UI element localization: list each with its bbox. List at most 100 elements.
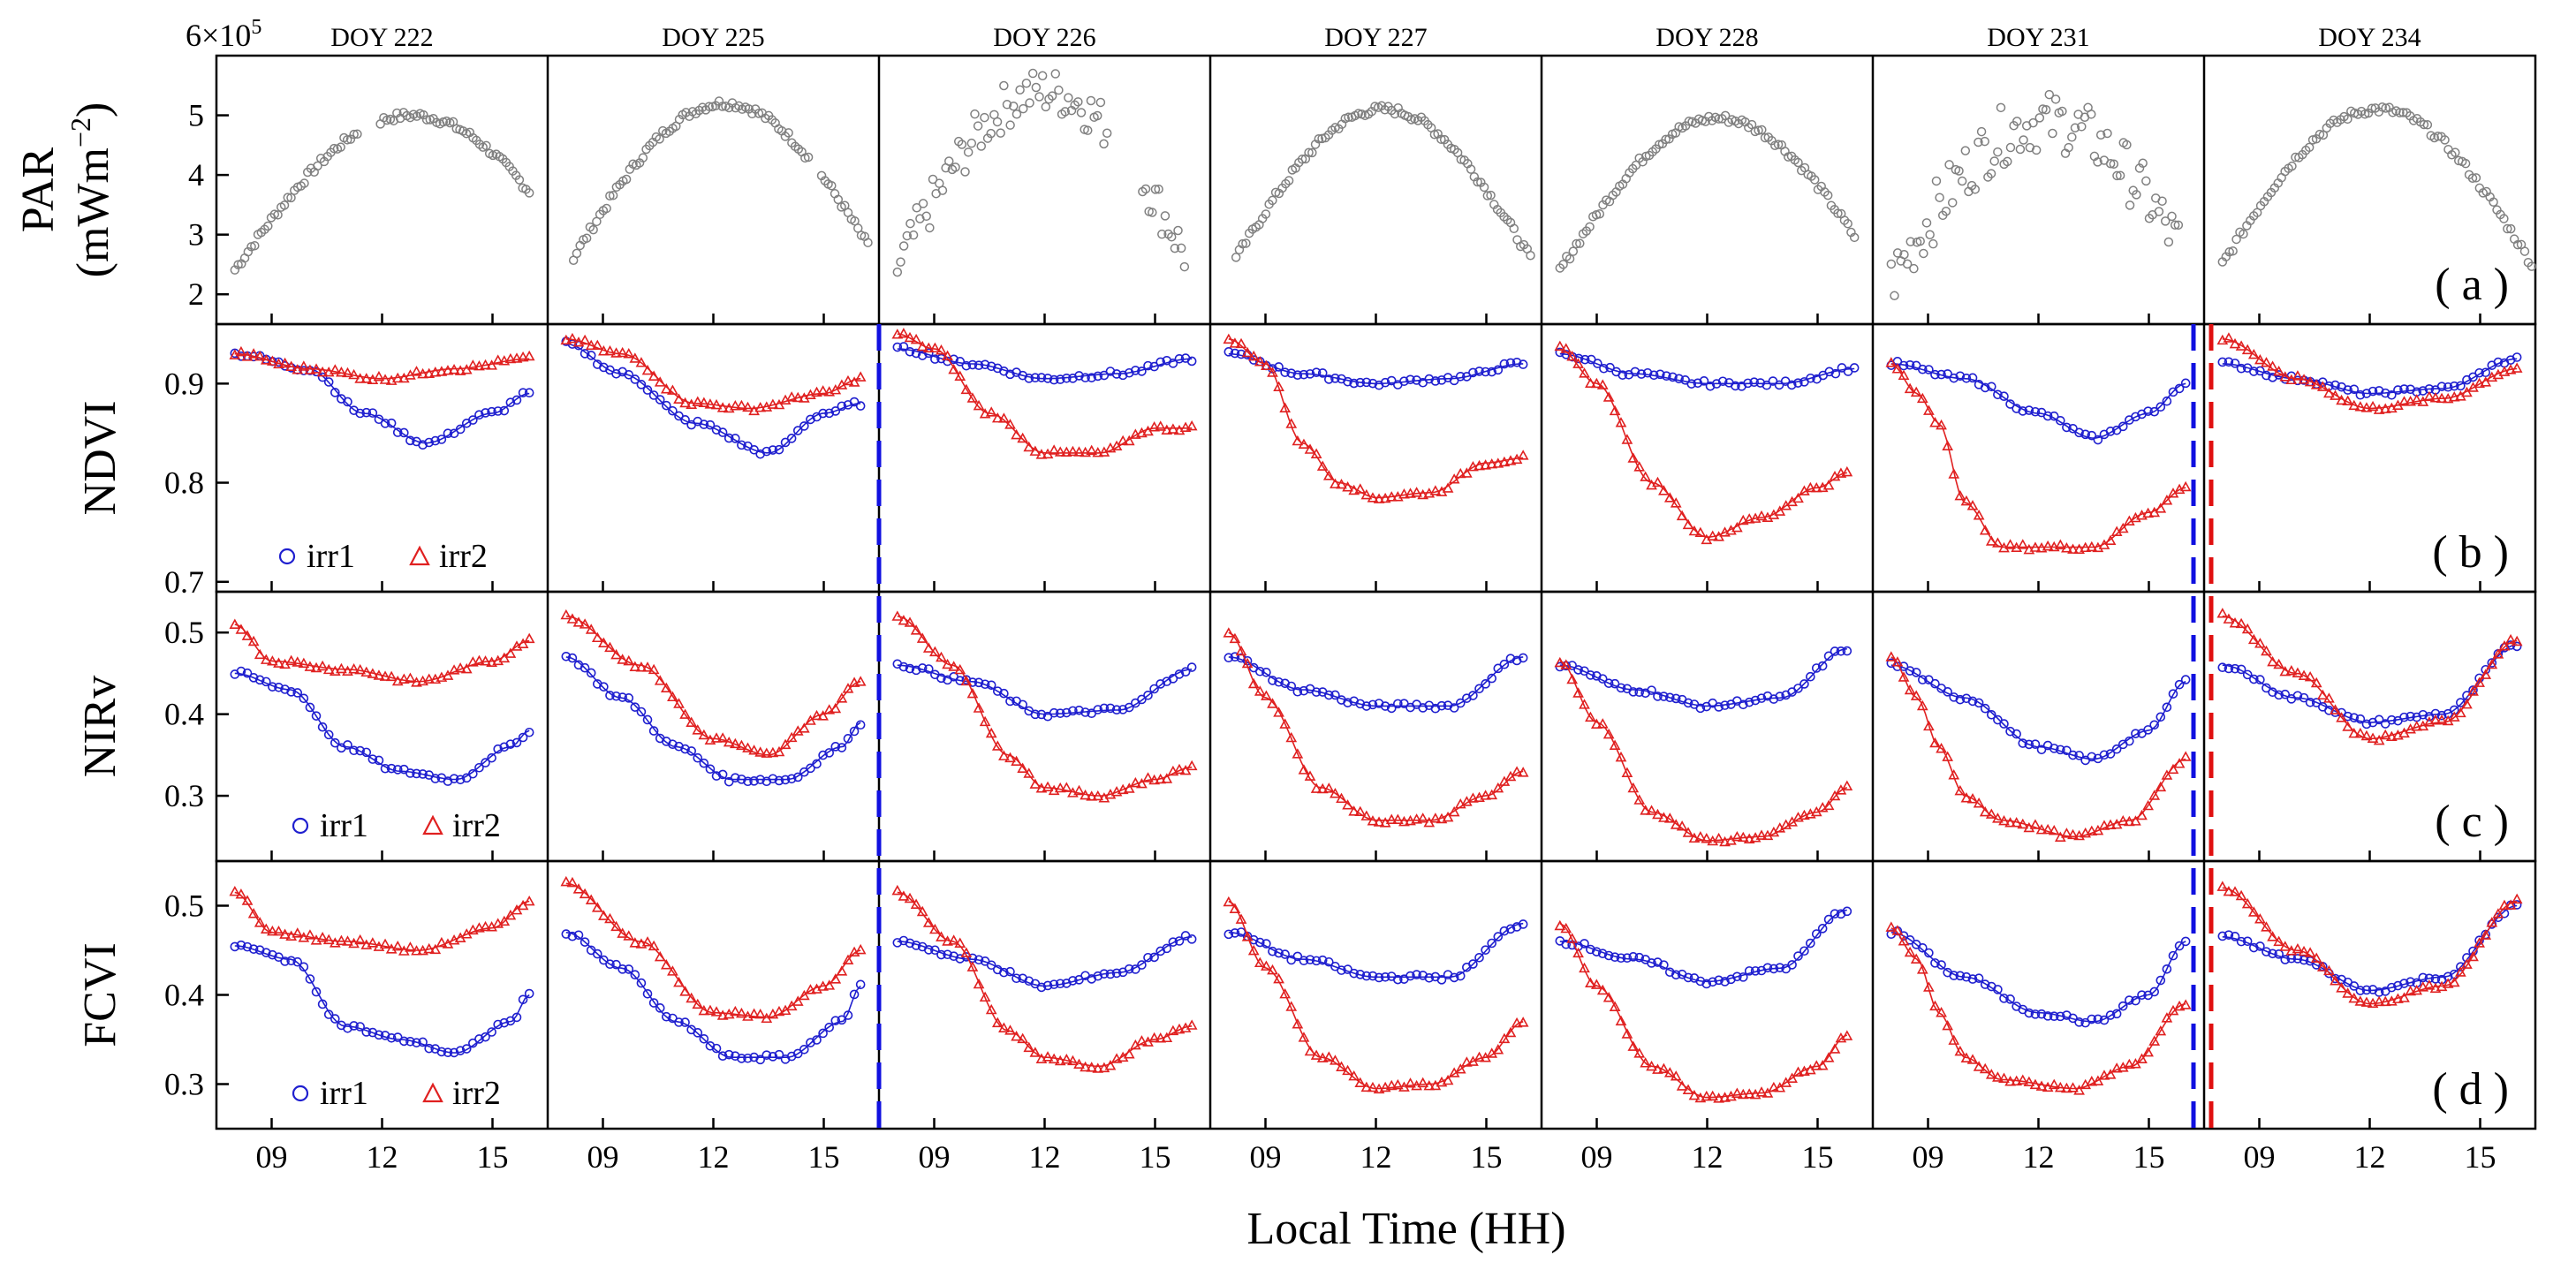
irr2-point (1585, 377, 1596, 388)
irr2-point (2142, 507, 2154, 518)
irr1-point (911, 348, 921, 359)
irr1-point (2087, 752, 2097, 762)
irr2-point (767, 746, 779, 758)
irr2-point (1627, 782, 1640, 793)
irr2-point (891, 329, 904, 339)
irr2-point (1658, 1062, 1670, 1074)
irr1-point (1955, 371, 1966, 382)
irr2-line-d-day0 (234, 891, 530, 951)
irr1-point (1936, 960, 1946, 970)
irr1-point (955, 954, 966, 964)
irr1-point (2399, 384, 2409, 394)
irr2-point (1136, 1035, 1148, 1046)
irr2-point (2486, 658, 2498, 669)
irr2-point (910, 333, 922, 344)
legend-d: irr1 irr2 (292, 1075, 501, 1112)
irr1-point (2018, 406, 2028, 416)
par-point (1890, 291, 1899, 301)
par-point (2499, 214, 2509, 223)
irr1-point (2062, 745, 2072, 756)
irr2-point (292, 656, 304, 667)
irr2-point (2411, 721, 2423, 731)
par-point (2070, 123, 2080, 133)
irr1-point (1980, 382, 1990, 393)
irr1-point (592, 949, 602, 959)
par-point (986, 128, 996, 139)
irr1-point (2074, 751, 2084, 760)
par-point (336, 142, 345, 152)
irr1-point (1943, 687, 1952, 697)
irr2-point (2448, 976, 2460, 987)
irr2-point (1646, 805, 1657, 815)
irr2-point (585, 339, 597, 351)
irr2-point (960, 675, 973, 686)
irr2-point (1829, 790, 1841, 801)
irr1-point (2512, 641, 2522, 652)
irr2-point (1517, 1017, 1529, 1027)
irr2-point (2123, 1058, 2135, 1070)
irr1-point (305, 702, 315, 713)
irr1-point (642, 988, 653, 999)
irr2-point (1235, 337, 1247, 349)
irr1-point (1518, 653, 1528, 663)
irr2-point (235, 888, 247, 899)
irr1-point (611, 959, 621, 970)
par-point (1928, 238, 1938, 249)
irr2-point (1768, 1081, 1780, 1092)
irr2-point (2042, 823, 2054, 835)
par-point (803, 152, 814, 163)
irr1-point (355, 408, 365, 419)
par-point (588, 224, 598, 235)
irr1-point (1449, 972, 1459, 983)
irr1-point (481, 758, 490, 767)
irr2-point (1336, 478, 1347, 489)
irr2-point (960, 947, 973, 957)
par-point (784, 128, 793, 138)
irr2-point (1304, 443, 1316, 454)
irr2-point (1223, 627, 1235, 638)
irr2-point (629, 661, 641, 671)
irr2-point (1167, 423, 1179, 434)
y-axis-units: (mWm−2) (64, 102, 118, 278)
irr1-point (1714, 702, 1724, 712)
irr1-point (699, 420, 709, 429)
irr1-point (2262, 947, 2271, 956)
irr2-point (604, 344, 616, 356)
irr2-point (916, 340, 928, 352)
irr2-point (1682, 827, 1694, 837)
irr1-point (1230, 348, 1240, 359)
irr1-point (461, 1044, 472, 1054)
legend-irr2-marker (409, 545, 430, 566)
irr1-point (2030, 739, 2041, 749)
par-point (898, 241, 909, 251)
irr2-point (1652, 476, 1663, 488)
irr1-point (1949, 692, 1959, 702)
irr1-point (468, 415, 478, 425)
par-point (1479, 182, 1489, 193)
irr2-point (1398, 815, 1410, 827)
irr1-point (424, 1043, 434, 1054)
par-point (269, 209, 280, 219)
irr1-point (1131, 964, 1140, 974)
irr2-point (1799, 809, 1810, 820)
irr1-point (898, 342, 909, 352)
irr1-point (1817, 661, 1828, 671)
irr1-point (2387, 714, 2397, 725)
irr2-point (1342, 481, 1353, 492)
par-point (980, 112, 989, 123)
irr2-point (2136, 809, 2148, 820)
irr1-point (843, 734, 853, 744)
irr2-point (2480, 929, 2492, 940)
irr2-point (1155, 1032, 1167, 1043)
irr2-point (1615, 1015, 1627, 1026)
irr1-point (430, 435, 441, 446)
day-title: DOY 222 (330, 23, 433, 52)
par-point (1996, 102, 2006, 113)
irr2-point (836, 692, 848, 703)
irr1-point (2174, 941, 2185, 951)
par-point (1886, 259, 1897, 269)
irr1-point (711, 425, 722, 435)
irr2-point (673, 698, 685, 708)
irr1-point (424, 437, 434, 448)
irr2-point (1731, 1087, 1743, 1098)
